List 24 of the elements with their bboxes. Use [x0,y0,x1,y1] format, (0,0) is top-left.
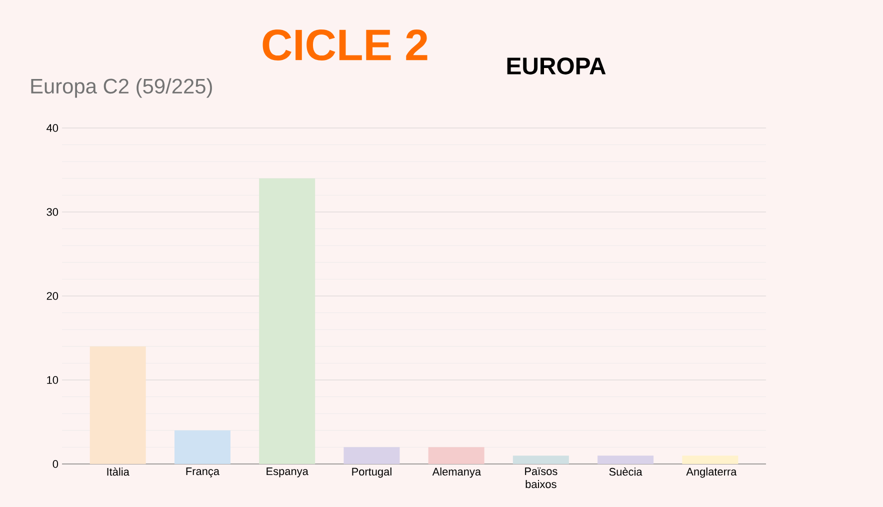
bar [90,346,146,464]
x-tick-label: Països baixos [525,468,558,488]
y-tick-label: 40 [46,124,58,132]
x-tick-label: França [186,468,220,478]
y-tick-label: 10 [47,376,58,384]
chart-title: Europa C2 (59/225) [31,78,212,98]
x-tick-label: Portugal [352,468,392,478]
x-tick-label: Alemanya [432,468,482,478]
text: EUROPA [507,58,606,74]
bar [174,430,230,464]
bar [512,456,569,464]
bar [682,456,738,464]
x-tick-label: Anglaterra [686,468,737,478]
bar [598,456,654,464]
bar [259,178,316,464]
bar [428,447,484,464]
x-tick-label: Suècia [609,468,642,476]
y-tick-label: 20 [46,292,58,300]
y-tick-label: 0 [52,460,58,468]
y-tick-label: 30 [46,208,58,216]
bar [344,447,400,464]
x-tick-label: Itàlia [107,468,130,476]
text: CICLE 2 [262,29,428,60]
x-tick-label: Espanya [266,468,308,478]
